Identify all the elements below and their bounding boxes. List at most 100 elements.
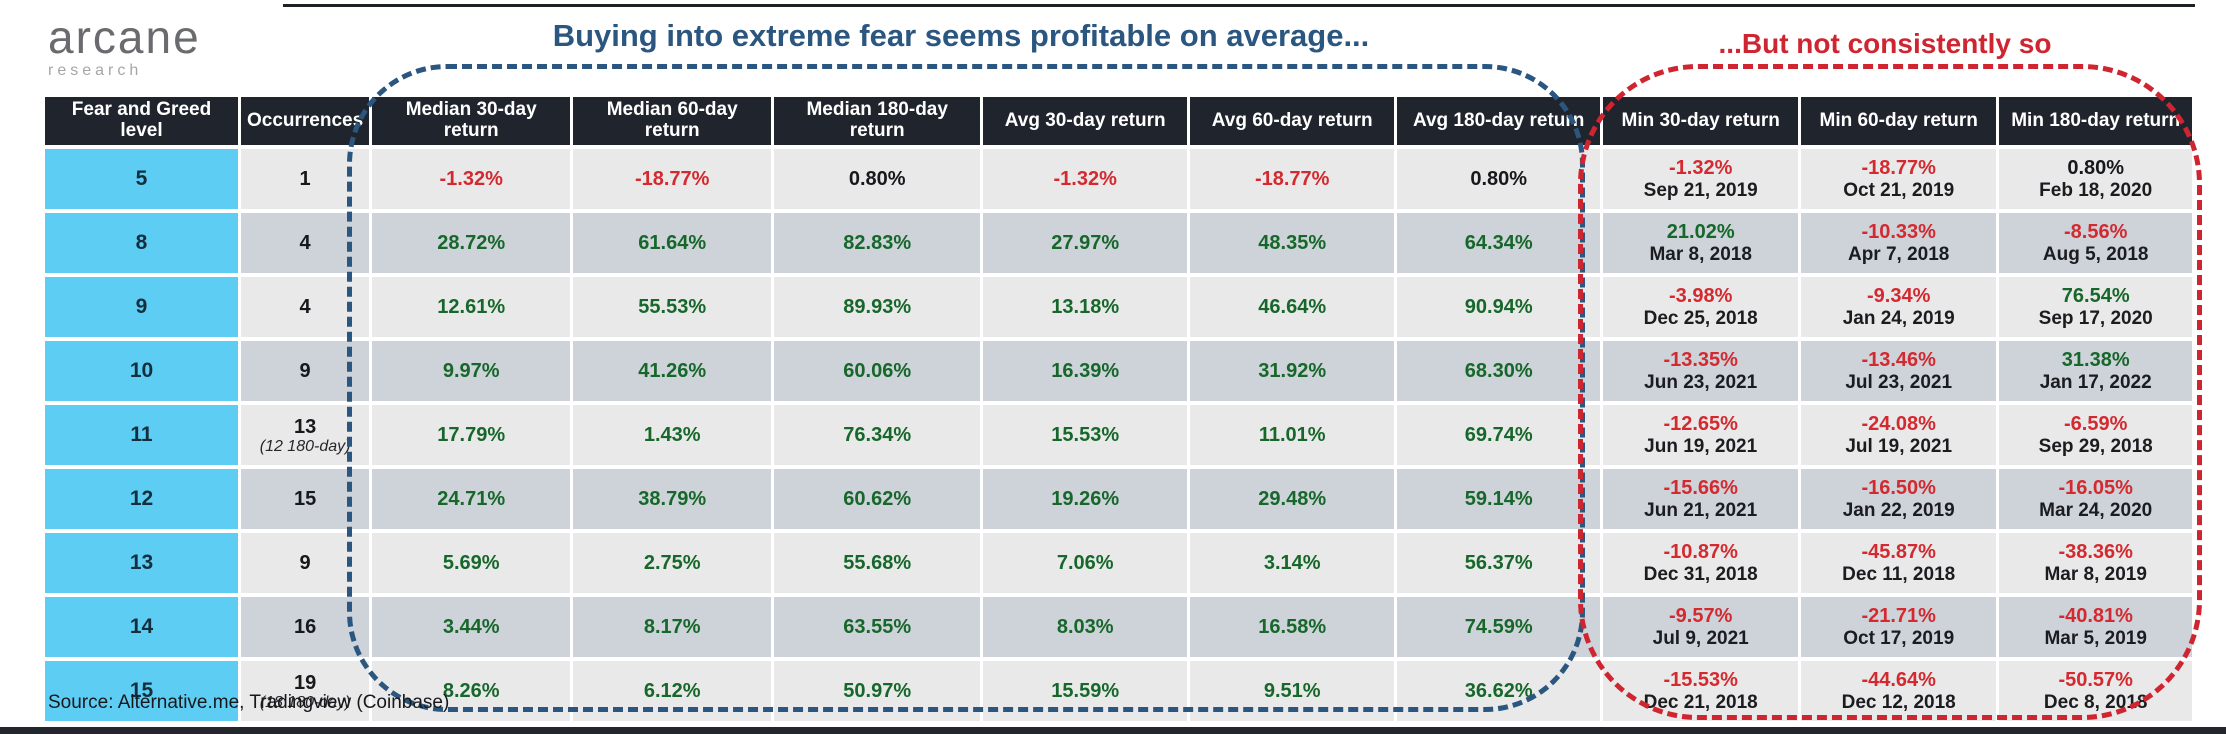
occurrences-cell: 4 [241, 213, 370, 273]
min-return-pct: -9.34% [1867, 284, 1931, 307]
return-cell: 46.64% [1190, 277, 1395, 337]
return-cell: 0.80% [1397, 149, 1601, 209]
min-return-date: Apr 7, 2018 [1847, 243, 1950, 265]
min-return-pct: -3.98% [1669, 284, 1733, 307]
column-header: Median 180-day return [774, 97, 981, 145]
occurrences-cell: 4 [241, 277, 370, 337]
min-return-cell: -10.87% Dec 31, 2018 [1603, 533, 1799, 593]
return-cell: 89.93% [774, 277, 981, 337]
level-cell: 13 [45, 533, 238, 593]
return-cell: 60.06% [774, 341, 981, 401]
occurrences-cell: 16 [241, 597, 370, 657]
column-header: Avg 30-day return [983, 97, 1188, 145]
occurrences-cell: 13 (12 180-day) [241, 405, 370, 465]
table-row: 12 15 24.71% 38.79% 60.62% 19.26% 29.48% 59.14%… [45, 469, 2193, 529]
min-return-date: Jan 24, 2019 [1842, 307, 1955, 329]
return-cell: 8.03% [983, 597, 1188, 657]
min-return-pct: -38.36% [2058, 540, 2133, 563]
column-header: Median 30-day return [372, 97, 571, 145]
min-return-cell: 0.80% Feb 18, 2020 [1999, 149, 2193, 209]
level-cell: 5 [45, 149, 238, 209]
column-header: Min 30-day return [1603, 97, 1799, 145]
return-cell: 15.59% [983, 661, 1188, 721]
return-cell: 1.43% [573, 405, 772, 465]
min-return-date: Jan 17, 2022 [2039, 371, 2152, 393]
occurrences-cell: 9 [241, 533, 370, 593]
return-cell: 12.61% [372, 277, 571, 337]
return-cell: 41.26% [573, 341, 772, 401]
min-return-date: Jul 23, 2021 [1845, 371, 1953, 393]
min-return-cell: -9.34% Jan 24, 2019 [1801, 277, 1997, 337]
min-return-date: Jun 19, 2021 [1644, 435, 1758, 457]
return-cell: 8.17% [573, 597, 772, 657]
min-return-pct: -13.46% [1861, 348, 1936, 371]
min-return-pct: -10.33% [1861, 220, 1936, 243]
occurrences-cell: 15 [241, 469, 370, 529]
min-return-pct: 76.54% [2061, 284, 2130, 307]
logo-wordmark: arcane [48, 11, 201, 63]
min-return-pct: -1.32% [1669, 156, 1733, 179]
min-return-date: Jul 9, 2021 [1652, 627, 1749, 649]
min-return-cell: 21.02% Mar 8, 2018 [1603, 213, 1799, 273]
min-return-cell: -12.65% Jun 19, 2021 [1603, 405, 1799, 465]
table-row: 13 9 5.69% 2.75% 55.68% 7.06% 3.14% 56.37% -10.8… [45, 533, 2193, 593]
bottom-divider [0, 727, 2226, 734]
min-return-pct: -15.53% [1663, 668, 1738, 691]
min-return-date: Jan 22, 2019 [1842, 499, 1955, 521]
return-cell: 29.48% [1190, 469, 1395, 529]
min-return-cell: 31.38% Jan 17, 2022 [1999, 341, 2193, 401]
return-cell: 38.79% [573, 469, 772, 529]
min-return-pct: -16.05% [2058, 476, 2133, 499]
return-cell: 2.75% [573, 533, 772, 593]
return-cell: 19.26% [983, 469, 1188, 529]
arcane-research-logo: arcane research [48, 14, 201, 80]
return-cell: 7.06% [983, 533, 1188, 593]
return-cell: 63.55% [774, 597, 981, 657]
min-return-cell: -15.53% Dec 21, 2018 [1603, 661, 1799, 721]
min-return-date: Dec 25, 2018 [1643, 307, 1758, 329]
level-cell: 11 [45, 405, 238, 465]
min-return-pct: 0.80% [2067, 156, 2125, 179]
min-return-date: Dec 12, 2018 [1841, 691, 1956, 713]
header-row: Fear and Greed level Occurrences Median 30… [45, 97, 2193, 145]
return-cell: 68.30% [1397, 341, 1601, 401]
min-return-pct: 21.02% [1666, 220, 1735, 243]
min-return-date: Mar 5, 2019 [2044, 627, 2147, 649]
table-body: 5 1 -1.32% -18.77% 0.80% -1.32% -18.77% 0.80% -1… [45, 149, 2193, 721]
min-return-date: Jun 21, 2021 [1644, 499, 1758, 521]
annotation-title-average: Buying into extreme fear seems profitabl… [552, 18, 1370, 53]
min-return-date: Oct 21, 2019 [1843, 179, 1955, 201]
return-cell: 90.94% [1397, 277, 1601, 337]
table-row: 8 4 28.72% 61.64% 82.83% 27.97% 48.35% 64.34% 21… [45, 213, 2193, 273]
return-cell: 50.97% [774, 661, 981, 721]
column-header: Avg 180-day return [1397, 97, 1601, 145]
return-cell: 59.14% [1397, 469, 1601, 529]
min-return-cell: -44.64% Dec 12, 2018 [1801, 661, 1997, 721]
column-header: Fear and Greed level [45, 97, 238, 145]
return-cell: 55.68% [774, 533, 981, 593]
min-return-date: Dec 31, 2018 [1643, 563, 1758, 585]
min-return-cell: -6.59% Sep 29, 2018 [1999, 405, 2193, 465]
table-row: 14 16 3.44% 8.17% 63.55% 8.03% 16.58% 74.59% -9.… [45, 597, 2193, 657]
min-return-cell: -38.36% Mar 8, 2019 [1999, 533, 2193, 593]
column-header: Avg 60-day return [1190, 97, 1395, 145]
return-cell: 69.74% [1397, 405, 1601, 465]
return-cell: 11.01% [1190, 405, 1395, 465]
min-return-pct: -15.66% [1663, 476, 1738, 499]
return-cell: 36.62% [1397, 661, 1601, 721]
return-cell: 9.51% [1190, 661, 1395, 721]
return-cell: 24.71% [372, 469, 571, 529]
return-cell: 16.58% [1190, 597, 1395, 657]
return-cell: 0.80% [774, 149, 981, 209]
min-return-pct: -44.64% [1861, 668, 1936, 691]
return-cell: 48.35% [1190, 213, 1395, 273]
min-return-pct: -24.08% [1861, 412, 1936, 435]
min-return-date: Sep 17, 2020 [2038, 307, 2153, 329]
min-return-pct: -45.87% [1861, 540, 1936, 563]
min-return-date: Oct 17, 2019 [1843, 627, 1955, 649]
return-cell: 3.14% [1190, 533, 1395, 593]
return-cell: 5.69% [372, 533, 571, 593]
level-cell: 14 [45, 597, 238, 657]
column-header: Min 180-day return [1999, 97, 2193, 145]
